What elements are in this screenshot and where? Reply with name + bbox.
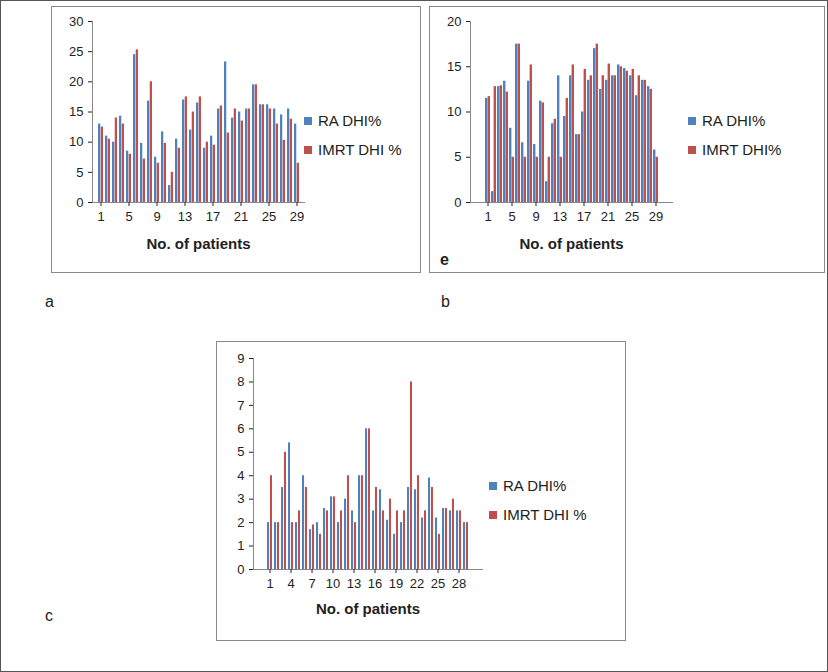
svg-text:16: 16	[368, 576, 382, 591]
svg-text:7: 7	[237, 398, 244, 413]
svg-text:20: 20	[69, 74, 83, 89]
html-text:No. of patients: No. of patients	[146, 235, 251, 252]
svg-text:29: 29	[290, 209, 304, 224]
html-text:No. of patients: No. of patients	[315, 600, 421, 617]
svg-text:4: 4	[237, 468, 244, 483]
svg-text:1: 1	[484, 209, 491, 224]
svg-text:0: 0	[454, 195, 461, 210]
html-text:IMRT DHI %: IMRT DHI %	[503, 506, 587, 523]
svg-text:25: 25	[625, 209, 639, 224]
svg-text:15: 15	[69, 104, 83, 119]
html-text:e: e	[440, 251, 449, 268]
svg-text:19: 19	[389, 576, 403, 591]
html-text:RA DHI%: RA DHI%	[702, 112, 766, 129]
html-text:RA DHI%: RA DHI%	[318, 112, 382, 129]
html-text:No. of patients: No. of patients	[519, 235, 624, 252]
svg-text:10: 10	[326, 576, 340, 591]
svg-text:5: 5	[76, 164, 83, 179]
svg-text:5: 5	[237, 444, 244, 459]
svg-text:10: 10	[69, 134, 83, 149]
svg-text:9: 9	[532, 209, 539, 224]
svg-text:21: 21	[234, 209, 248, 224]
svg-text:29: 29	[649, 209, 663, 224]
svg-text:17: 17	[577, 209, 591, 224]
svg-text:5: 5	[454, 149, 461, 164]
svg-text:13: 13	[347, 576, 361, 591]
svg-text:22: 22	[410, 576, 424, 591]
html-text:a: a	[45, 293, 54, 310]
svg-text:25: 25	[69, 44, 83, 59]
svg-text:25: 25	[431, 576, 445, 591]
svg-text:1: 1	[97, 209, 104, 224]
svg-text:0: 0	[76, 195, 83, 210]
svg-text:5: 5	[508, 209, 515, 224]
html-text:IMRT DHI %: IMRT DHI %	[318, 141, 402, 158]
html-text:c: c	[45, 607, 53, 624]
svg-text:28: 28	[452, 576, 466, 591]
svg-text:17: 17	[206, 209, 220, 224]
svg-text:5: 5	[125, 209, 132, 224]
svg-text:1: 1	[266, 576, 273, 591]
html-text:IMRT DHI%: IMRT DHI%	[702, 141, 782, 158]
svg-text:25: 25	[262, 209, 276, 224]
html-text:b: b	[441, 293, 450, 310]
html-text:RA DHI%: RA DHI%	[503, 477, 567, 494]
svg-text:4: 4	[287, 576, 294, 591]
svg-text:9: 9	[237, 351, 244, 366]
svg-text:30: 30	[69, 14, 83, 29]
svg-text:13: 13	[178, 209, 192, 224]
svg-text:20: 20	[447, 14, 461, 29]
svg-text:13: 13	[553, 209, 567, 224]
svg-text:8: 8	[237, 374, 244, 389]
svg-text:21: 21	[601, 209, 615, 224]
svg-text:0: 0	[237, 562, 244, 577]
svg-text:9: 9	[153, 209, 160, 224]
svg-text:15: 15	[447, 59, 461, 74]
svg-text:3: 3	[237, 491, 244, 506]
svg-text:6: 6	[237, 421, 244, 436]
svg-text:1: 1	[237, 538, 244, 553]
svg-text:7: 7	[308, 576, 315, 591]
svg-text:2: 2	[237, 515, 244, 530]
svg-text:10: 10	[447, 104, 461, 119]
